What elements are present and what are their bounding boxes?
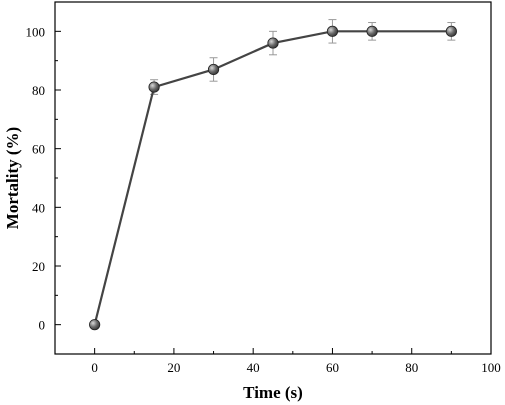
series-line <box>93 30 452 325</box>
x-tick-label: 0 <box>91 360 98 375</box>
data-point <box>207 63 220 76</box>
x-axis-ticks: 0 20 40 60 80 100 <box>54 348 501 375</box>
y-tick-label: 60 <box>32 142 45 157</box>
data-point <box>326 25 339 37</box>
x-tick-label: 80 <box>405 360 418 375</box>
y-axis-ticks: 0 20 40 60 80 100 <box>26 24 61 355</box>
x-tick-label: 40 <box>247 360 260 375</box>
y-tick-label: 40 <box>32 200 45 215</box>
series-layer <box>89 19 457 331</box>
y-axis-title: Mortality (%) <box>3 127 22 229</box>
x-tick-label: 60 <box>326 360 339 375</box>
x-axis-title: Time (s) <box>243 383 303 402</box>
data-point <box>148 81 160 93</box>
y-tick-label: 20 <box>32 259 45 274</box>
data-point <box>445 25 457 37</box>
x-tick-label: 100 <box>481 360 501 375</box>
data-point <box>267 37 279 49</box>
data-point <box>366 25 378 37</box>
y-tick-label: 100 <box>26 24 46 39</box>
data-point <box>89 319 101 331</box>
x-tick-label: 20 <box>167 360 180 375</box>
y-tick-label: 0 <box>39 318 46 333</box>
y-tick-label: 80 <box>32 83 45 98</box>
